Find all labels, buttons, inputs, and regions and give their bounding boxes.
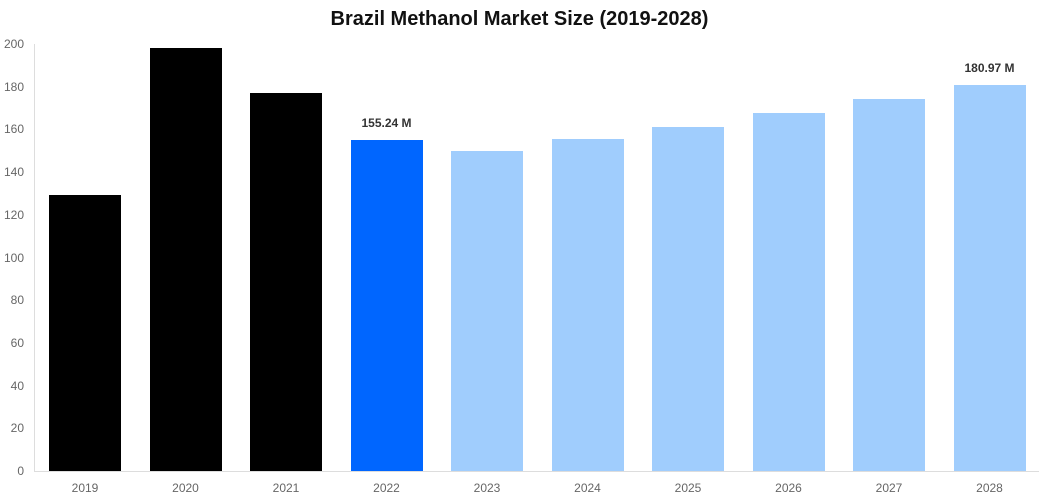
x-tick-label: 2020 bbox=[172, 481, 199, 495]
bar-2021[interactable] bbox=[250, 93, 322, 471]
data-label-2022: 155.24 M bbox=[361, 115, 412, 130]
bar-2022[interactable] bbox=[350, 139, 423, 471]
x-axis-line bbox=[34, 471, 1039, 472]
chart-title: Brazil Methanol Market Size (2019-2028) bbox=[330, 8, 709, 30]
bar-2026[interactable] bbox=[752, 112, 825, 471]
y-axis-line bbox=[34, 44, 35, 471]
x-tick-label: 2027 bbox=[875, 481, 903, 495]
bar-2024[interactable] bbox=[551, 139, 624, 471]
x-tick-label: 2024 bbox=[574, 481, 601, 495]
y-tick-label: 0 bbox=[17, 464, 24, 478]
y-tick-label: 120 bbox=[3, 207, 24, 222]
bar-2023[interactable] bbox=[451, 150, 523, 471]
x-tick-label: 2026 bbox=[775, 481, 802, 495]
y-tick-label: 60 bbox=[10, 335, 24, 350]
y-tick-label: 20 bbox=[10, 421, 24, 436]
y-tick-label: 140 bbox=[3, 165, 24, 180]
x-tick-label: 2028 bbox=[976, 481, 1003, 495]
x-tick-label: 2023 bbox=[473, 481, 501, 495]
bar-2020[interactable] bbox=[149, 48, 222, 471]
x-tick-label: 2025 bbox=[674, 481, 702, 495]
y-tick-label: 80 bbox=[10, 293, 24, 308]
plot-area bbox=[34, 44, 1039, 471]
bar-2019[interactable] bbox=[49, 194, 121, 471]
bar-2027[interactable] bbox=[853, 98, 925, 471]
x-tick-label: 2019 bbox=[71, 481, 99, 495]
y-tick-label: 180 bbox=[3, 79, 24, 94]
x-tick-label: 2021 bbox=[272, 481, 300, 495]
bar-2028[interactable] bbox=[953, 84, 1026, 471]
bar-2025[interactable] bbox=[652, 126, 724, 471]
y-tick-label: 160 bbox=[3, 122, 24, 137]
x-tick-label: 2022 bbox=[373, 481, 400, 495]
y-tick-label: 40 bbox=[10, 378, 24, 393]
y-tick-label: 200 bbox=[3, 37, 24, 51]
y-tick-label: 100 bbox=[3, 250, 24, 265]
data-label-2028: 180.97 M bbox=[964, 60, 1015, 75]
